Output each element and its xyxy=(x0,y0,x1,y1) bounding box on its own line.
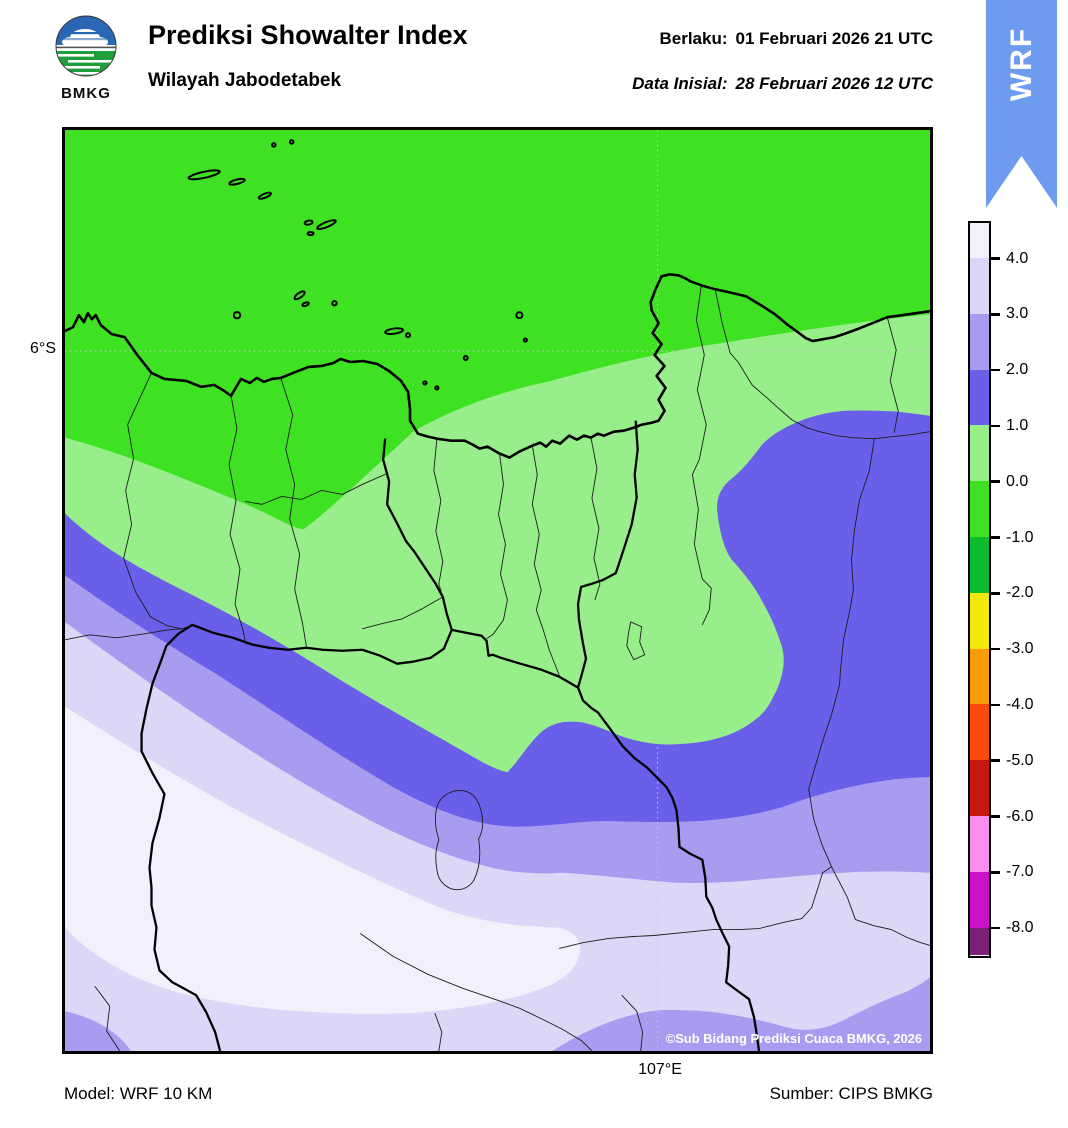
wrf-ribbon-label: WRF xyxy=(1004,26,1038,102)
coastline xyxy=(65,273,930,459)
colorbar-tick-label: -5.0 xyxy=(1006,751,1034,769)
district-boundaries xyxy=(65,285,930,1051)
colorbar-tick-label: -8.0 xyxy=(1006,919,1034,937)
graticule xyxy=(65,130,930,1051)
colorbar-segment xyxy=(970,223,989,258)
colorbar-segment xyxy=(970,704,989,761)
init-time-label: Data Inisial: xyxy=(632,74,728,93)
colorbar-tick-label: 2.0 xyxy=(1006,361,1029,379)
colorbar-tick-label: 0.0 xyxy=(1006,472,1029,490)
bmkg-logo-label: BMKG xyxy=(61,85,111,102)
blob-purple-bottom-left xyxy=(65,1011,131,1051)
bmkg-logo-icon xyxy=(55,15,117,77)
colorbar-tick xyxy=(989,592,1000,595)
colorbar-tick xyxy=(989,424,1000,428)
valid-time-value: 01 Februari 2026 21 UTC xyxy=(735,29,933,48)
colorbar-tick xyxy=(989,759,1000,762)
colorbar-tick xyxy=(989,871,1000,874)
colorbar-segment xyxy=(970,369,989,426)
colorbar: 4.0 3.0 2.0 1.0 0.0 -1.0 -2.0 -3.0 -4.0 -5.0 -6.0 -… xyxy=(968,221,1063,958)
colorbar-segment xyxy=(970,592,989,649)
colorbar-tick-label: 4.0 xyxy=(1006,249,1029,267)
colorbar-segment xyxy=(970,481,989,537)
map-canvas: ©Sub Bidang Prediksi Cuaca BMKG, 2026 xyxy=(65,130,930,1051)
init-time-value: 28 Februari 2026 12 UTC xyxy=(735,74,933,93)
colorbar-tick xyxy=(989,815,1000,818)
colorbar-tick xyxy=(989,257,1000,260)
colorbar-tick xyxy=(989,647,1000,651)
colorbar-tick xyxy=(989,703,1000,707)
map-copyright: ©Sub Bidang Prediksi Cuaca BMKG, 2026 xyxy=(666,1031,922,1046)
latitude-tick-label: 6°S xyxy=(30,340,56,357)
province-boundaries xyxy=(140,420,761,1051)
colorbar-tick xyxy=(989,313,1000,316)
colorbar-tick-label: -4.0 xyxy=(1006,695,1034,713)
page-subtitle: Wilayah Jabodetabek xyxy=(148,70,342,91)
colorbar-segment xyxy=(970,536,989,593)
colorbar-segment xyxy=(970,760,989,816)
blob-pale-southwest xyxy=(65,706,581,1014)
wrf-ribbon: WRF xyxy=(986,0,1057,208)
blob-purple-bottom-right xyxy=(552,977,930,1051)
bmkg-logo: BMKG xyxy=(52,14,120,102)
page-title: Prediksi Showalter Index xyxy=(148,20,468,50)
colorbar-tick-label: -1.0 xyxy=(1006,528,1034,546)
longitude-tick-label: 107°E xyxy=(638,1061,682,1078)
colorbar-tick xyxy=(989,368,1000,372)
colorbar-tick-label: 3.0 xyxy=(1006,305,1029,323)
colorbar-tick-label: 1.0 xyxy=(1006,416,1029,434)
colorbar-tick-label: -6.0 xyxy=(1006,807,1034,825)
colorbar-segment xyxy=(970,258,989,314)
colorbar-segment xyxy=(970,871,989,928)
init-time-line: Data Inisial: 28 Februari 2026 12 UTC xyxy=(500,74,933,94)
colorbar-segment xyxy=(970,313,989,370)
valid-time-line: Berlaku: 01 Februari 2026 21 UTC xyxy=(500,29,933,49)
colorbar-tick xyxy=(989,926,1000,930)
footer-model-label: Model: WRF 10 KM xyxy=(64,1084,213,1103)
valid-time-label: Berlaku: xyxy=(659,29,728,48)
colorbar-segment xyxy=(970,815,989,872)
colorbar-tick-label: -2.0 xyxy=(1006,584,1034,602)
colorbar-tick-label: -3.0 xyxy=(1006,640,1034,658)
footer-source-label: Sumber: CIPS BMKG xyxy=(769,1084,933,1103)
colorbar-tick xyxy=(989,480,1000,483)
colorbar-bar xyxy=(968,221,991,958)
colorbar-segment xyxy=(970,425,989,482)
map-frame: ©Sub Bidang Prediksi Cuaca BMKG, 2026 xyxy=(62,127,933,1054)
colorbar-segment xyxy=(970,927,989,955)
islands xyxy=(187,139,528,391)
colorbar-tick-label: -7.0 xyxy=(1006,863,1034,881)
colorbar-segment xyxy=(970,648,989,705)
colorbar-tick xyxy=(989,536,1000,539)
